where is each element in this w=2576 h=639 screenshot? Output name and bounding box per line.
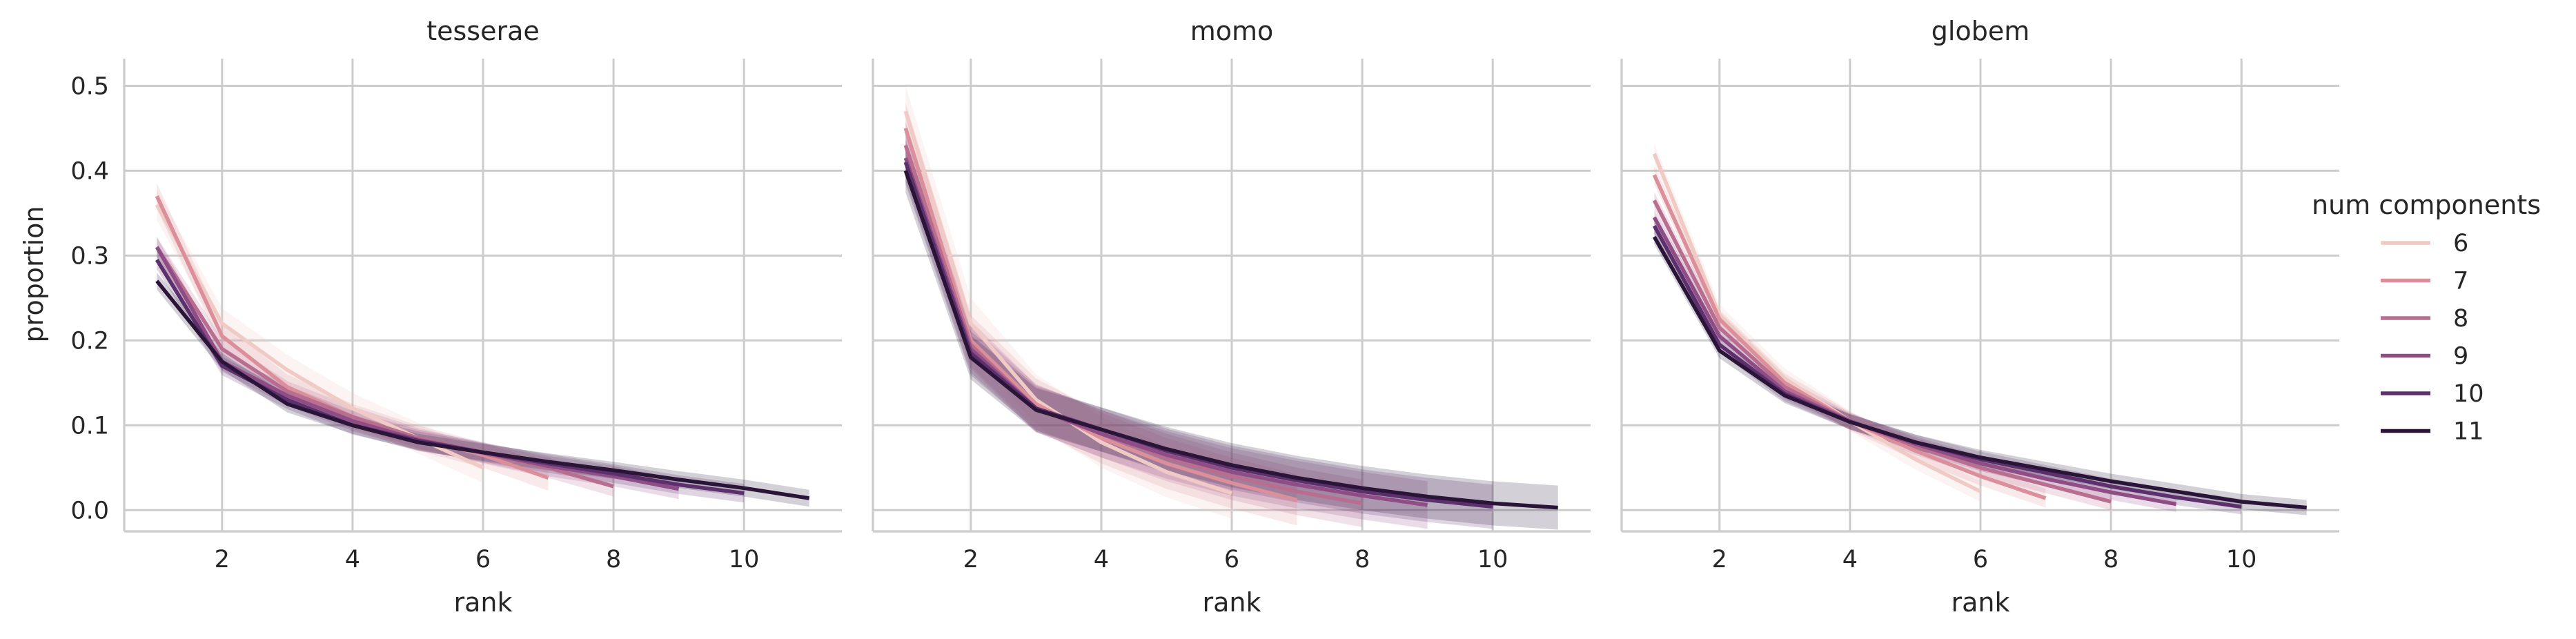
- panel-tesserae: tesserae 2 4 6 8 10 rank 0.0 0.1 0.2 0.3 0.4 0.5 prop…: [19, 16, 842, 618]
- confidence-band-series-9: [905, 134, 1428, 529]
- y-tick-label: 0.5: [70, 72, 109, 100]
- legend-item: 9: [2381, 343, 2468, 371]
- x-tick-label: 10: [729, 546, 760, 573]
- x-tick-label: 2: [1712, 546, 1727, 573]
- legend-label: 7: [2453, 268, 2468, 295]
- legend-label: 9: [2453, 343, 2468, 371]
- chart-panels: tesserae 2 4 6 8 10 rank 0.0 0.1 0.2 0.3 0.4 0.5 prop…: [19, 16, 2339, 618]
- series-line-11: [155, 279, 810, 500]
- x-tick-label: 8: [1355, 546, 1370, 573]
- legend-item: 10: [2381, 380, 2484, 408]
- x-tick-label: 6: [1973, 546, 1988, 573]
- series-line-11: [903, 170, 1558, 510]
- legend-label: 11: [2453, 418, 2484, 446]
- x-tick-label: 4: [345, 546, 360, 573]
- x-tick-label: 8: [606, 546, 621, 573]
- x-tick-label: 4: [1094, 546, 1109, 573]
- x-tick-label: 4: [1842, 546, 1858, 573]
- panel-globem: globem 2 4 6 8 10 rank: [1620, 16, 2339, 618]
- x-axis-label: rank: [1951, 587, 2010, 618]
- x-tick-label: 6: [475, 546, 491, 573]
- series-line-10: [903, 161, 1493, 509]
- y-axis-label: proportion: [19, 206, 49, 343]
- confidence-band-series-11: [905, 148, 1558, 530]
- panel-title: tesserae: [426, 16, 540, 46]
- legend-item: 8: [2381, 305, 2468, 333]
- confidence-band-series-6: [1654, 144, 1980, 502]
- legend: num components 6 7 8 9 10 11: [2312, 190, 2541, 446]
- y-tick-label: 0.0: [70, 497, 109, 524]
- panel-momo: momo 2 4 6 8 10 rank: [872, 16, 1591, 618]
- y-tick-label: 0.1: [70, 412, 109, 440]
- legend-label: 6: [2453, 230, 2468, 257]
- legend-item: 11: [2381, 418, 2484, 446]
- legend-title: num components: [2312, 190, 2541, 220]
- series-line-9: [903, 157, 1428, 507]
- y-tick-label: 0.3: [70, 242, 109, 270]
- x-tick-label: 8: [2103, 546, 2118, 573]
- legend-label: 10: [2453, 380, 2484, 408]
- legend-label: 8: [2453, 305, 2468, 333]
- confidence-band-series-10: [905, 140, 1493, 529]
- x-tick-label: 10: [2226, 546, 2257, 573]
- y-tick-label: 0.4: [70, 157, 109, 185]
- panel-title: globem: [1931, 16, 2029, 46]
- panel-title: momo: [1190, 16, 1274, 46]
- legend-item: 6: [2381, 230, 2468, 257]
- x-tick-label: 2: [215, 546, 230, 573]
- x-axis-label: rank: [454, 587, 513, 618]
- confidence-band-series-11: [157, 272, 809, 507]
- confidence-band-series-7: [1654, 166, 2046, 508]
- x-axis-label: rank: [1203, 587, 1261, 618]
- x-tick-label: 10: [1477, 546, 1508, 573]
- legend-item: 7: [2381, 268, 2468, 295]
- y-tick-label: 0.2: [70, 327, 109, 355]
- confidence-band-series-6: [905, 86, 1232, 519]
- series-line-11: [1652, 235, 2307, 510]
- x-tick-label: 6: [1224, 546, 1239, 573]
- x-tick-label: 2: [963, 546, 979, 573]
